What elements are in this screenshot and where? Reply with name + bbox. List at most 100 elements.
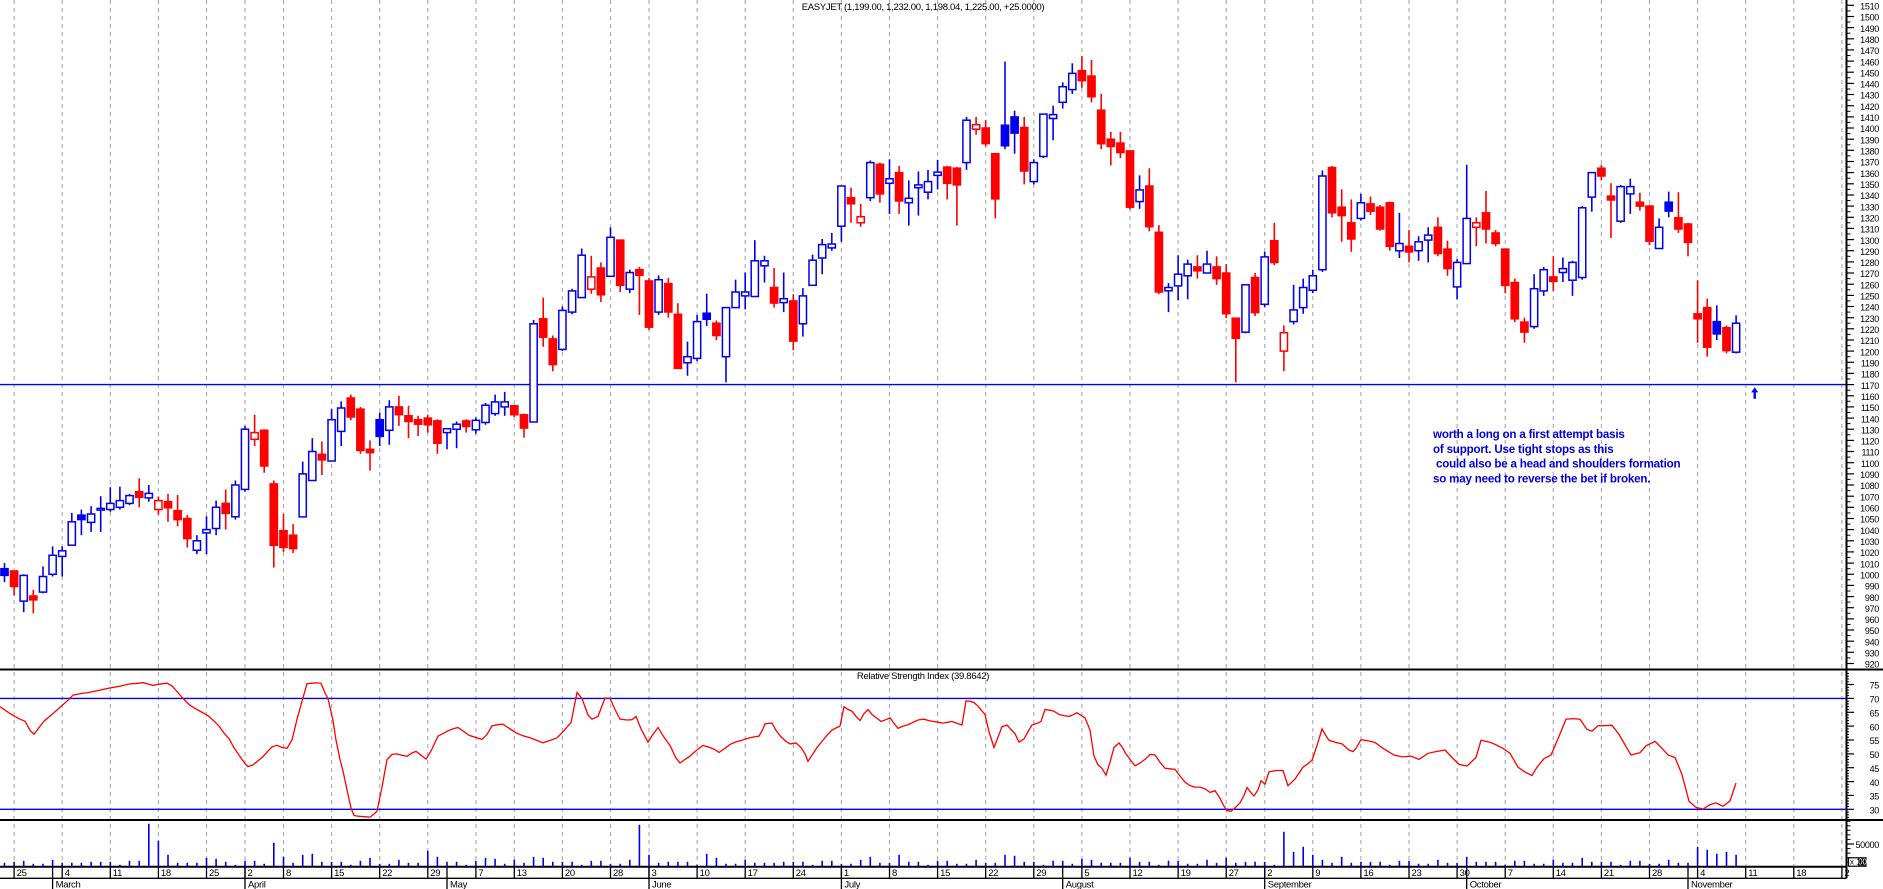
svg-text:29: 29	[1036, 868, 1046, 879]
svg-text:7: 7	[478, 868, 483, 879]
svg-text:1290: 1290	[1860, 247, 1879, 257]
svg-text:July: July	[844, 880, 860, 889]
svg-text:1170: 1170	[1861, 381, 1879, 391]
svg-text:1360: 1360	[1860, 169, 1879, 179]
svg-text:28: 28	[1652, 868, 1662, 879]
svg-text:940: 940	[1865, 637, 1879, 647]
svg-text:8: 8	[892, 868, 897, 879]
svg-text:25: 25	[209, 868, 219, 879]
svg-text:of support. Use tight stops as: of support. Use tight stops as this	[1433, 443, 1613, 456]
svg-text:15: 15	[334, 868, 344, 879]
svg-text:could also be a head and shoul: could also be a head and shoulders forma…	[1436, 458, 1680, 471]
svg-text:1: 1	[844, 868, 849, 879]
svg-text:21: 21	[1604, 868, 1614, 879]
svg-text:EASYJET (1,199.00, 1,232.00, 1: EASYJET (1,199.00, 1,232.00, 1,198.04, 1…	[802, 2, 1045, 13]
svg-text:1040: 1040	[1860, 526, 1879, 536]
svg-text:60: 60	[1870, 722, 1880, 732]
svg-text:19: 19	[1181, 868, 1191, 879]
svg-text:3: 3	[652, 868, 657, 879]
svg-text:so may need to reverse the bet: so may need to reverse the bet if broken…	[1433, 472, 1650, 485]
svg-text:980: 980	[1865, 593, 1879, 603]
svg-text:8: 8	[286, 868, 291, 879]
svg-text:1430: 1430	[1860, 91, 1879, 101]
svg-text:1120: 1120	[1861, 437, 1879, 447]
svg-text:17: 17	[748, 868, 758, 879]
svg-text:70: 70	[1870, 695, 1880, 705]
svg-text:November: November	[1691, 880, 1733, 889]
svg-text:10: 10	[700, 868, 710, 879]
svg-text:4: 4	[65, 868, 70, 879]
svg-text:1330: 1330	[1860, 202, 1879, 212]
svg-text:13: 13	[517, 868, 527, 879]
svg-text:2: 2	[1267, 868, 1272, 879]
svg-text:40: 40	[1870, 778, 1880, 788]
svg-text:29: 29	[430, 868, 440, 879]
svg-text:1240: 1240	[1860, 303, 1879, 313]
svg-text:2: 2	[1844, 868, 1849, 879]
svg-text:1370: 1370	[1860, 158, 1879, 168]
svg-text:1130: 1130	[1861, 425, 1879, 435]
svg-text:12: 12	[1133, 868, 1143, 879]
svg-text:Relative Strength Index (39.86: Relative Strength Index (39.8642)	[857, 671, 989, 682]
svg-text:1510: 1510	[1860, 2, 1879, 12]
svg-text:45: 45	[1870, 764, 1880, 774]
svg-text:24: 24	[796, 868, 806, 879]
svg-text:1340: 1340	[1860, 191, 1879, 201]
svg-text:4: 4	[1700, 868, 1705, 879]
svg-text:65: 65	[1870, 709, 1880, 719]
svg-text:50000: 50000	[1855, 840, 1879, 850]
svg-text:1350: 1350	[1860, 180, 1879, 190]
svg-text:22: 22	[382, 868, 392, 879]
svg-text:1300: 1300	[1860, 236, 1879, 246]
svg-text:1160: 1160	[1861, 392, 1879, 402]
svg-text:960: 960	[1865, 615, 1879, 625]
svg-text:1100: 1100	[1861, 459, 1879, 469]
svg-text:1390: 1390	[1860, 135, 1879, 145]
svg-text:1140: 1140	[1861, 414, 1879, 424]
svg-text:30: 30	[1870, 806, 1880, 816]
svg-text:1460: 1460	[1860, 57, 1879, 67]
svg-text:1220: 1220	[1860, 325, 1879, 335]
svg-text:1490: 1490	[1860, 24, 1879, 34]
svg-text:23: 23	[1412, 868, 1422, 879]
svg-text:October: October	[1470, 880, 1502, 889]
svg-text:50: 50	[1870, 750, 1880, 760]
svg-text:1260: 1260	[1860, 280, 1879, 290]
svg-text:1050: 1050	[1860, 515, 1879, 525]
svg-text:9: 9	[1315, 868, 1320, 879]
svg-text:20: 20	[565, 868, 575, 879]
svg-text:1080: 1080	[1860, 481, 1879, 491]
svg-text:16: 16	[1363, 868, 1373, 879]
svg-text:1270: 1270	[1860, 269, 1879, 279]
svg-text:1190: 1190	[1861, 359, 1879, 369]
svg-text:1030: 1030	[1860, 537, 1879, 547]
svg-text:25: 25	[17, 868, 27, 879]
svg-text:35: 35	[1870, 792, 1880, 802]
svg-text:August: August	[1066, 880, 1094, 889]
svg-text:1230: 1230	[1860, 314, 1879, 324]
svg-text:1410: 1410	[1860, 113, 1879, 123]
svg-text:30: 30	[1460, 868, 1470, 879]
svg-text:14: 14	[1556, 868, 1566, 879]
svg-text:1440: 1440	[1860, 80, 1879, 90]
svg-text:5: 5	[1084, 868, 1089, 879]
svg-text:15: 15	[940, 868, 950, 879]
svg-text:1000: 1000	[1860, 571, 1879, 581]
svg-text:June: June	[652, 880, 671, 889]
svg-text:75: 75	[1870, 681, 1880, 691]
svg-text:28: 28	[613, 868, 623, 879]
svg-text:2: 2	[248, 868, 253, 879]
svg-text:930: 930	[1865, 649, 1879, 659]
svg-text:1420: 1420	[1860, 102, 1879, 112]
svg-text:1180: 1180	[1861, 370, 1879, 380]
svg-text:1320: 1320	[1860, 214, 1879, 224]
svg-text:27: 27	[1229, 868, 1239, 879]
svg-text:1070: 1070	[1860, 492, 1879, 502]
svg-text:May: May	[450, 880, 468, 889]
svg-text:11: 11	[1748, 868, 1757, 879]
svg-text:March: March	[56, 880, 81, 889]
svg-text:1480: 1480	[1860, 35, 1879, 45]
svg-text:22: 22	[988, 868, 998, 879]
svg-text:1400: 1400	[1860, 124, 1879, 134]
svg-text:970: 970	[1865, 604, 1879, 614]
